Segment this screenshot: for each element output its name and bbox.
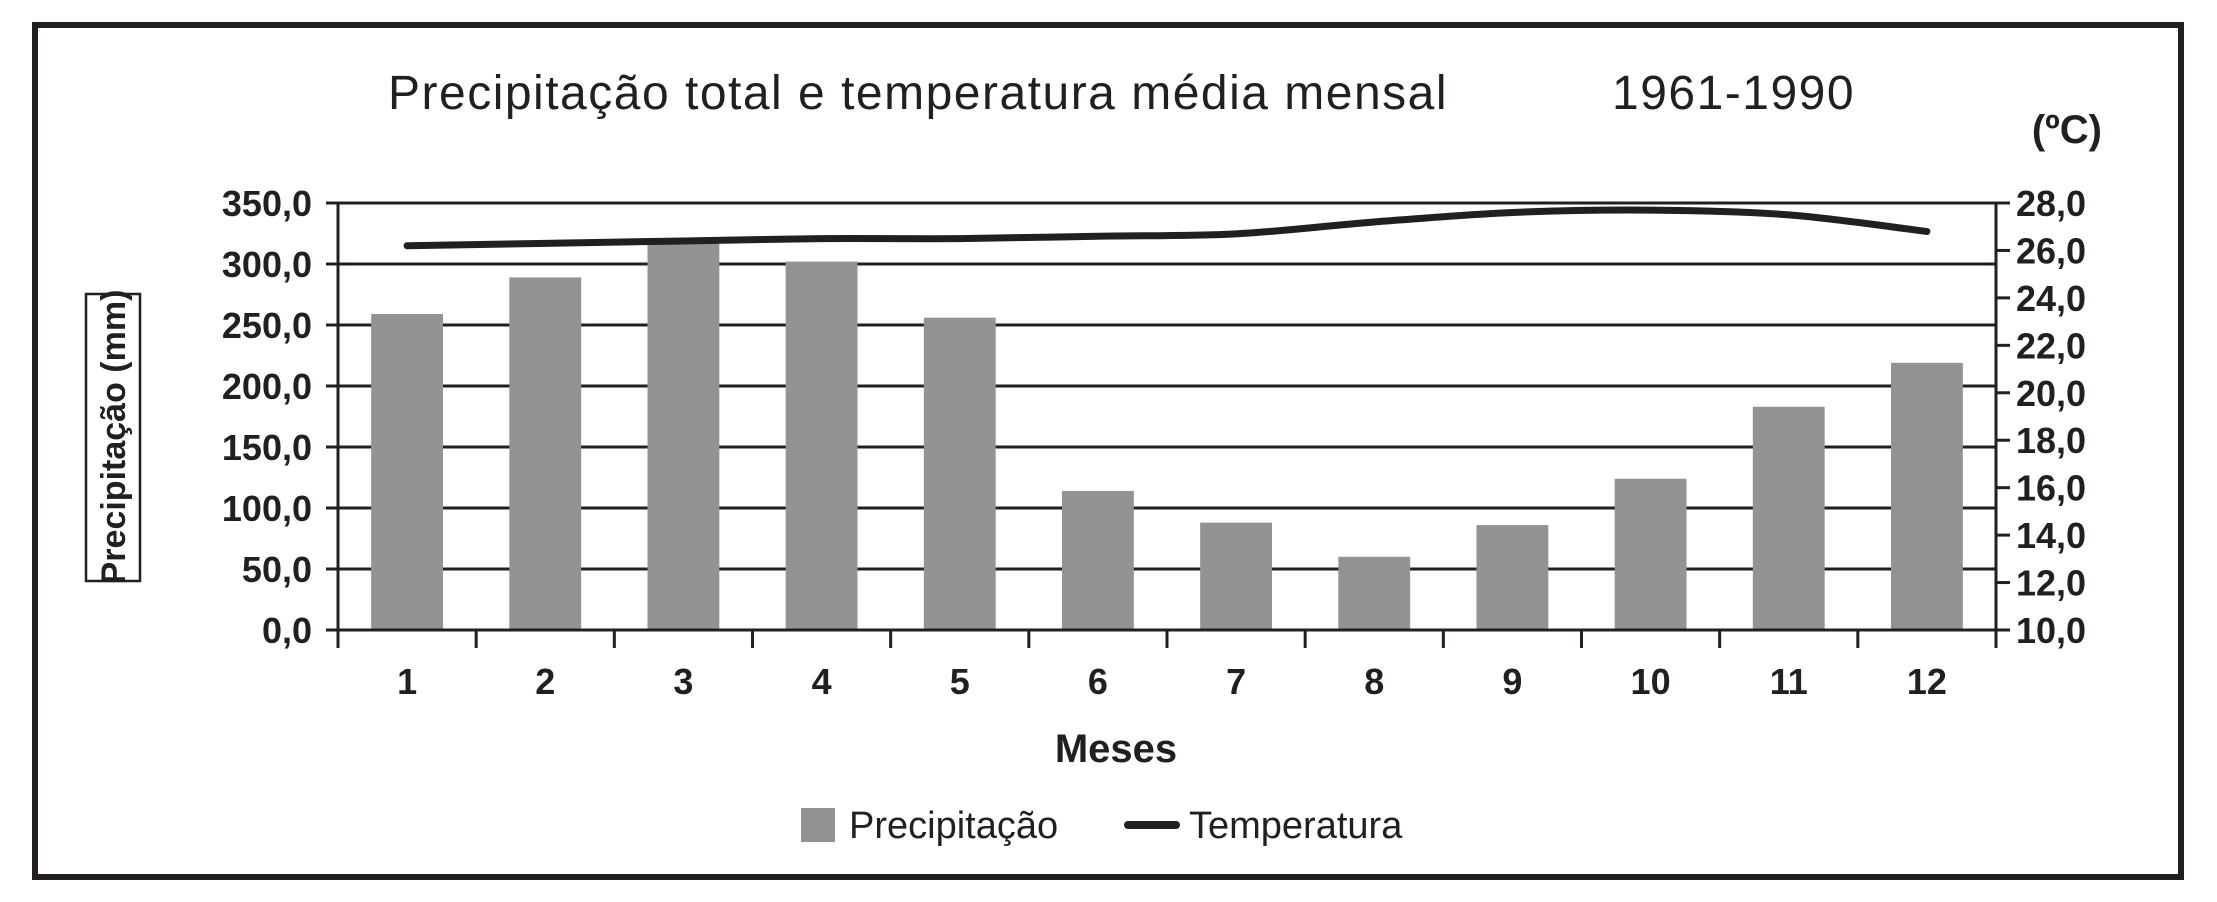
y2-tick-label: 12,0 xyxy=(2016,563,2086,604)
x-tick-label: 7 xyxy=(1226,661,1246,702)
x-tick-label: 8 xyxy=(1364,661,1384,702)
axes xyxy=(336,201,2010,648)
bar-precipitacao xyxy=(1061,490,1134,630)
y-tick-label: 350,0 xyxy=(222,183,312,224)
y2-tick-label: 16,0 xyxy=(2016,468,2086,509)
y2-tick-label: 28,0 xyxy=(2016,183,2086,224)
y2-tick-label: 22,0 xyxy=(2016,325,2086,366)
temperature-line xyxy=(403,206,1931,250)
bars xyxy=(371,242,1963,631)
chart-title: Precipitação total e temperatura média m… xyxy=(388,67,1448,120)
x-tick-label: 4 xyxy=(812,661,832,702)
y2-tick-label: 18,0 xyxy=(2016,420,2086,461)
legend: Precipitação Temperatura xyxy=(801,805,1403,847)
y-tick-label: 300,0 xyxy=(222,244,312,285)
bar-precipitacao xyxy=(1752,406,1825,630)
bar-precipitacao xyxy=(923,317,996,630)
y2-tick-label: 24,0 xyxy=(2016,278,2086,319)
x-tick-label: 1 xyxy=(397,661,417,702)
chart-period: 1961-1990 xyxy=(1612,67,1855,120)
x-tick-label: 12 xyxy=(1907,661,1947,702)
y-tick-label: 250,0 xyxy=(222,305,312,346)
bar-precipitacao xyxy=(371,314,444,630)
bar-precipitacao xyxy=(1338,556,1411,630)
y-tick-label: 50,0 xyxy=(242,549,312,590)
y2-tick-label: 26,0 xyxy=(2016,230,2086,271)
bar-precipitacao xyxy=(785,261,858,630)
legend-label-temperatura: Temperatura xyxy=(1189,805,1403,847)
y2-tick-label: 14,0 xyxy=(2016,515,2086,556)
temperature-line-layer xyxy=(403,206,1931,250)
bar-precipitacao xyxy=(1200,522,1273,630)
x-tick-label: 2 xyxy=(535,661,555,702)
x-tick-label: 6 xyxy=(1088,661,1108,702)
y-axis-label-box xyxy=(84,292,142,583)
x-axis-label: Meses xyxy=(1055,727,1177,771)
y-tick-label: 200,0 xyxy=(222,366,312,407)
x-tick-label: 5 xyxy=(950,661,970,702)
bar-precipitacao xyxy=(1890,362,1963,630)
y2-axis-ticks: 10,0 12,0 14,0 16,0 18,0 20,0 22,0 24,0 26,0 28,0 xyxy=(2016,183,2086,651)
x-tick-label: 3 xyxy=(673,661,693,702)
bar-precipitacao xyxy=(1614,478,1687,630)
bar-precipitacao xyxy=(647,242,720,631)
x-tick-label: 10 xyxy=(1631,661,1671,702)
y2-tick-label: 10,0 xyxy=(2016,610,2086,651)
y-tick-label: 150,0 xyxy=(222,427,312,468)
bar-precipitacao xyxy=(1476,525,1549,630)
bar-precipitacao xyxy=(509,277,582,630)
legend-label-precipitacao: Precipitação xyxy=(849,805,1058,847)
y-axis-label: Precipitação (mm) xyxy=(95,290,133,585)
y2-axis-unit: (ºC) xyxy=(2032,108,2102,152)
x-tick-label: 9 xyxy=(1502,661,1522,702)
y2-tick-label: 20,0 xyxy=(2016,373,2086,414)
y-tick-label: 100,0 xyxy=(222,488,312,529)
y-tick-label: 0,0 xyxy=(262,610,312,651)
y-axis-ticks: 0,0 50,0 100,0 150,0 200,0 250,0 300,0 350,0 xyxy=(222,183,312,651)
x-axis-ticks: 1 2 3 4 5 6 7 8 9 10 11 12 xyxy=(397,661,1947,702)
x-tick-label: 11 xyxy=(1770,661,1808,702)
legend-swatch-precipitacao xyxy=(801,808,835,842)
